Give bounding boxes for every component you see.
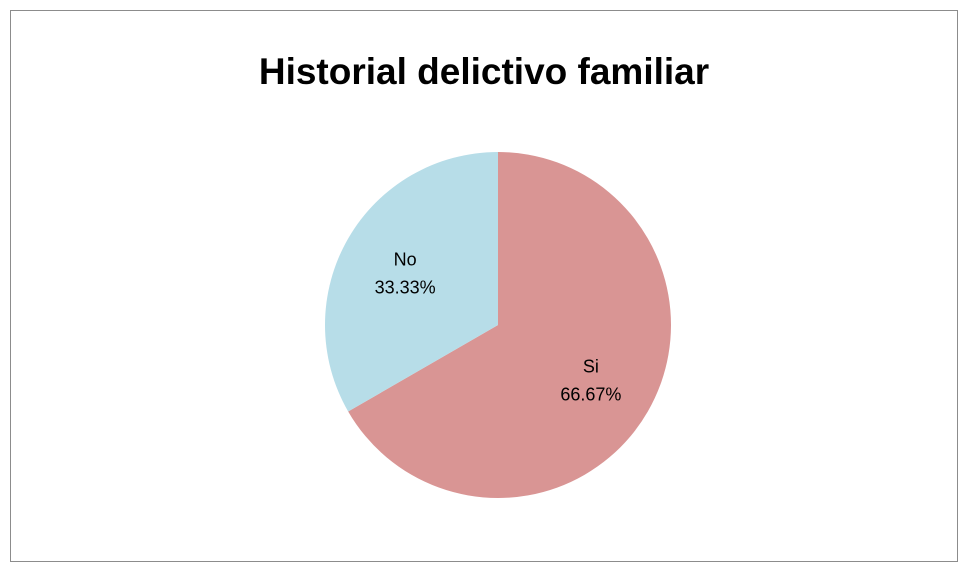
pie-slice-si [348, 152, 671, 498]
slice-value-label: 66.67% [560, 385, 621, 405]
pie-slice-no [324, 152, 498, 412]
chart-title: Historial delictivo familiar [258, 51, 710, 92]
pie-labels: Si 66.67% No 33.33% [375, 249, 622, 404]
slice-category-label: Si [583, 357, 599, 377]
slice-value-label: 33.33% [375, 277, 436, 297]
slice-category-label: No [394, 249, 417, 269]
pie-slices [324, 152, 671, 498]
pie-chart: Si 66.67% No 33.33% [324, 152, 671, 498]
